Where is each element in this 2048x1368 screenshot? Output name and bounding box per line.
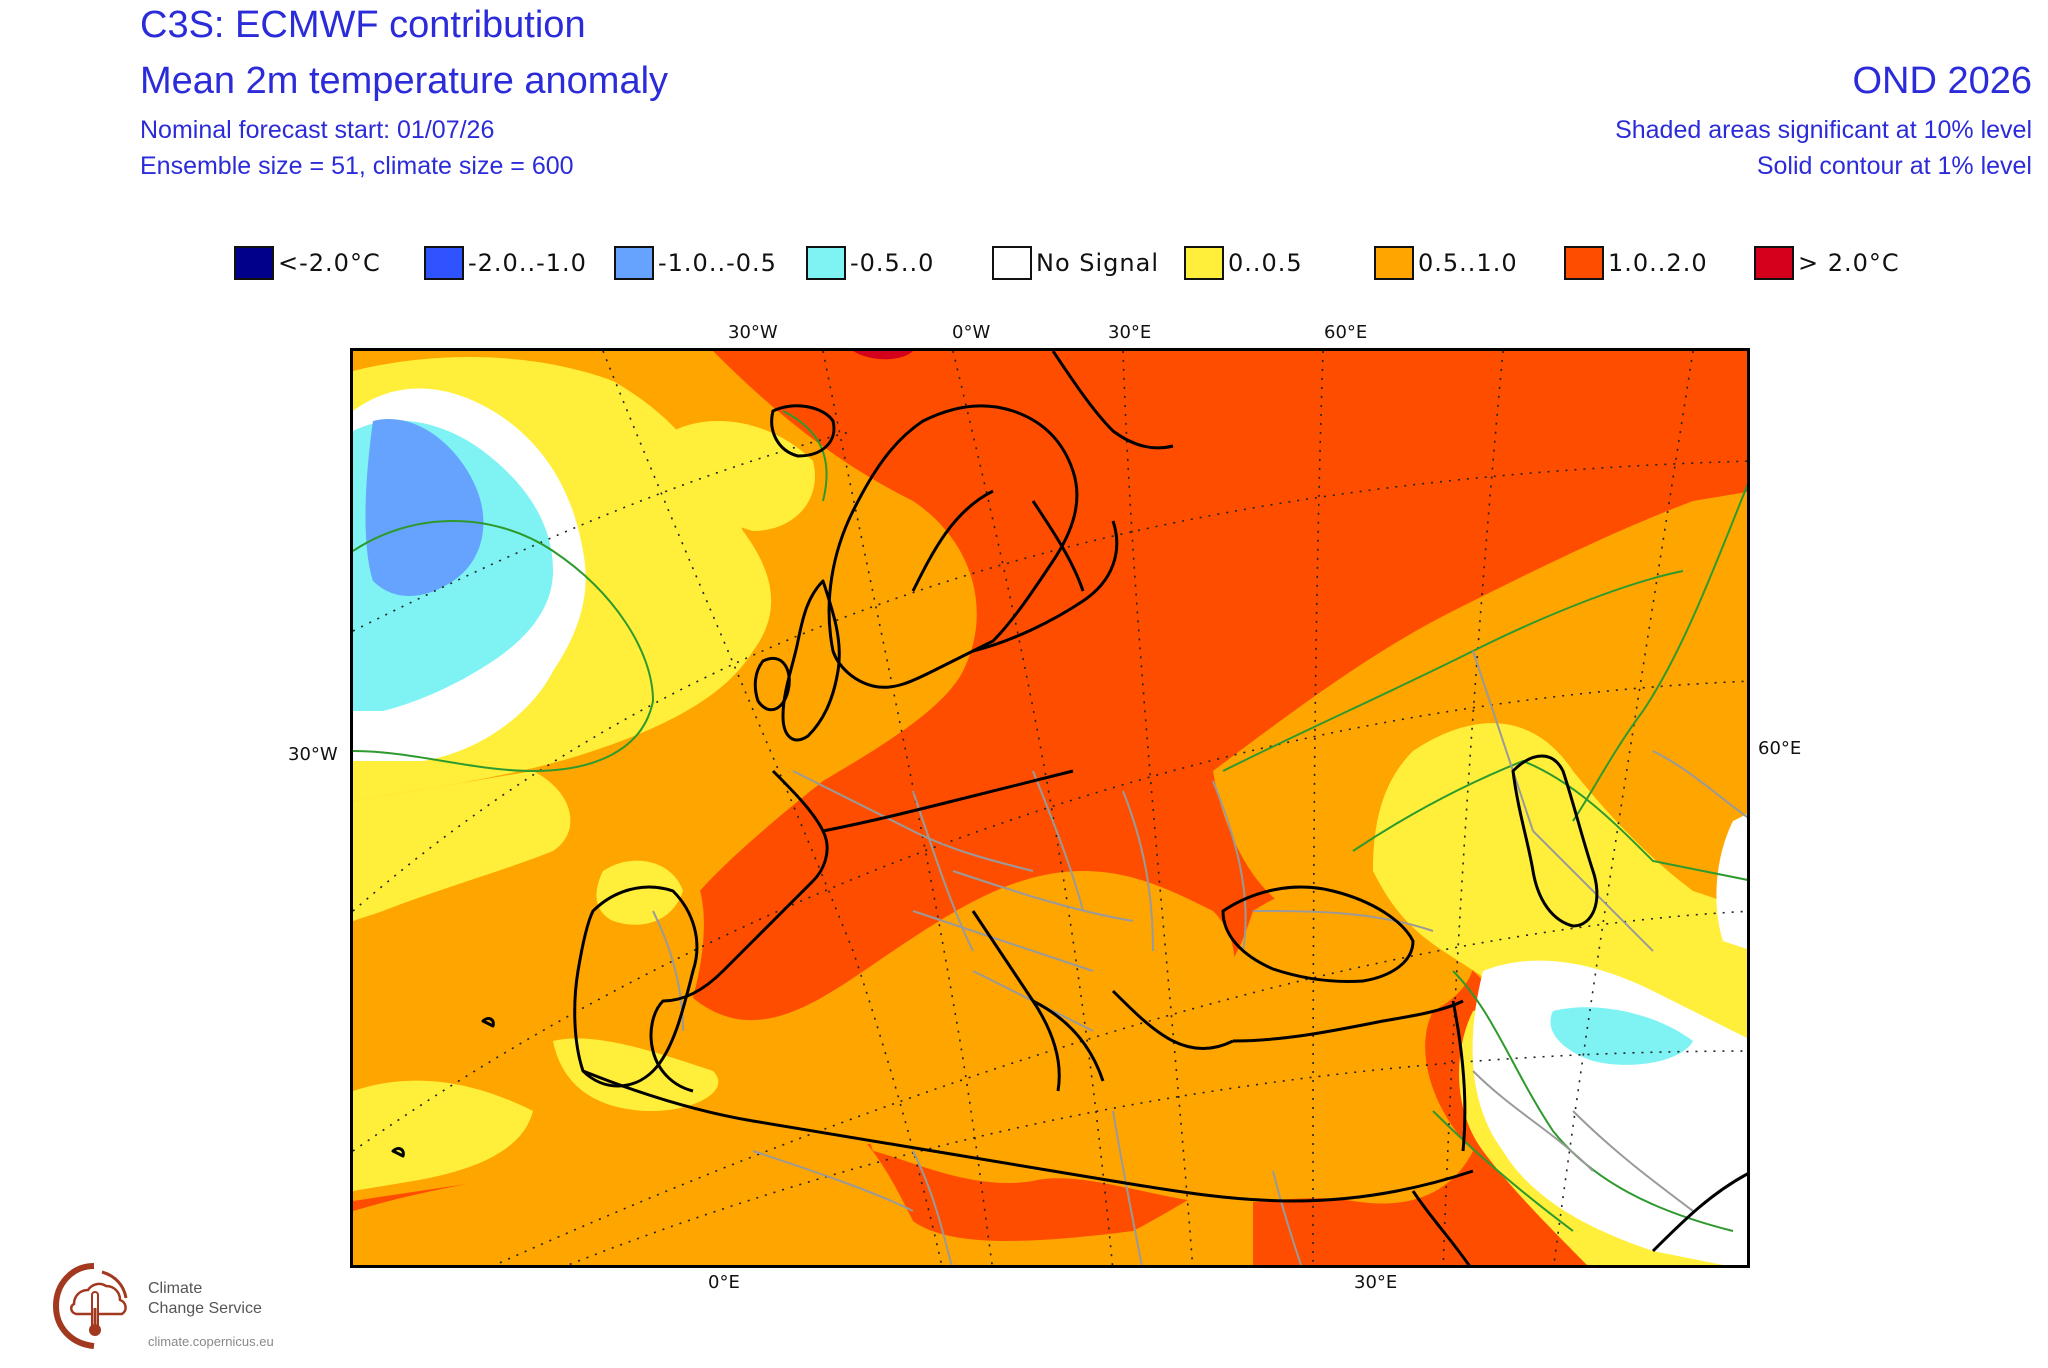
grid-label-top-60e: 60°E [1324, 322, 1368, 343]
legend-item: 0.5..1.0 [1374, 244, 1518, 282]
anomaly-shading-0-0.5 [596, 860, 683, 925]
legend-item: <-2.0°C [234, 244, 381, 282]
anomaly-shading-minus-1-minus-0.5 [365, 419, 484, 596]
logo-line1: Climate [148, 1280, 203, 1297]
legend-swatch [806, 246, 846, 280]
legend-swatch [614, 246, 654, 280]
anomaly-shading-above-2 [853, 351, 913, 360]
legend-item: 0..0.5 [1184, 244, 1303, 282]
logo-line2: Change Service [148, 1300, 262, 1317]
logo-url: climate.copernicus.eu [148, 1334, 274, 1349]
legend-label: 0..0.5 [1228, 249, 1303, 277]
legend-label: -1.0..-0.5 [658, 249, 777, 277]
anomaly-map [350, 348, 1750, 1268]
legend-item: -0.5..0 [806, 244, 934, 282]
legend-label: <-2.0°C [278, 249, 381, 277]
legend-swatch [234, 246, 274, 280]
forecast-start: Nominal forecast start: 01/07/26 [140, 116, 495, 144]
anomaly-shading-0-0.5 [553, 1038, 719, 1111]
legend-item: -2.0..-1.0 [424, 244, 587, 282]
legend-label: -2.0..-1.0 [468, 249, 587, 277]
grid-label-top-30w: 30°W [728, 322, 778, 343]
legend-label: 1.0..2.0 [1608, 249, 1708, 277]
anomaly-shading-0-0.5 [353, 1080, 533, 1191]
legend-label: > 2.0°C [1798, 249, 1900, 277]
anomaly-shading-0-0.5 [353, 771, 571, 921]
significance-shaded: Shaded areas significant at 10% level [1615, 116, 2032, 144]
legend-label: -0.5..0 [850, 249, 935, 277]
anomaly-shading-minus-0.5-0 [1550, 1007, 1693, 1065]
grid-label-bottom-0e: 0°E [708, 1272, 740, 1293]
climate-service-logo-icon [52, 1263, 128, 1349]
title-line2: Mean 2m temperature anomaly [140, 60, 669, 102]
coastlines [391, 351, 1747, 1265]
grid-label-top-0w: 0°W [952, 322, 991, 343]
legend-swatch [1564, 246, 1604, 280]
grid-label-left-30w: 30°W [288, 744, 338, 765]
country-borders [652, 650, 1747, 1265]
grid-label-right-60e: 60°E [1758, 738, 1802, 759]
grid-label-top-30e: 30°E [1108, 322, 1152, 343]
copernicus-logo: Climate Change Service climate.copernicu… [44, 1252, 324, 1358]
legend-swatch [1754, 246, 1794, 280]
legend-label: No Signal [1036, 249, 1159, 277]
legend-item: > 2.0°C [1754, 244, 1900, 282]
forecast-period: OND 2026 [1852, 60, 2032, 102]
legend-swatch [1374, 246, 1414, 280]
map-svg [353, 351, 1747, 1265]
ensemble-size: Ensemble size = 51, climate size = 600 [140, 152, 574, 180]
legend-item: -1.0..-0.5 [614, 244, 777, 282]
legend-swatch [992, 246, 1032, 280]
legend-swatch [424, 246, 464, 280]
legend-label: 0.5..1.0 [1418, 249, 1518, 277]
anomaly-shading-0-0.5 [673, 421, 815, 531]
legend-item: No Signal [992, 244, 1159, 282]
significance-contour: Solid contour at 1% level [1756, 152, 2032, 180]
grid-label-bottom-30e: 30°E [1354, 1272, 1398, 1293]
graticule [353, 351, 1747, 1265]
anomaly-shading-no-signal [1716, 814, 1747, 949]
anomaly-shading-0.5-1 [853, 881, 1475, 1204]
legend-swatch [1184, 246, 1224, 280]
anomaly-shading-0.5-1 [353, 1103, 1253, 1265]
title-line1: C3S: ECMWF contribution [140, 4, 586, 46]
legend-item: 1.0..2.0 [1564, 244, 1708, 282]
